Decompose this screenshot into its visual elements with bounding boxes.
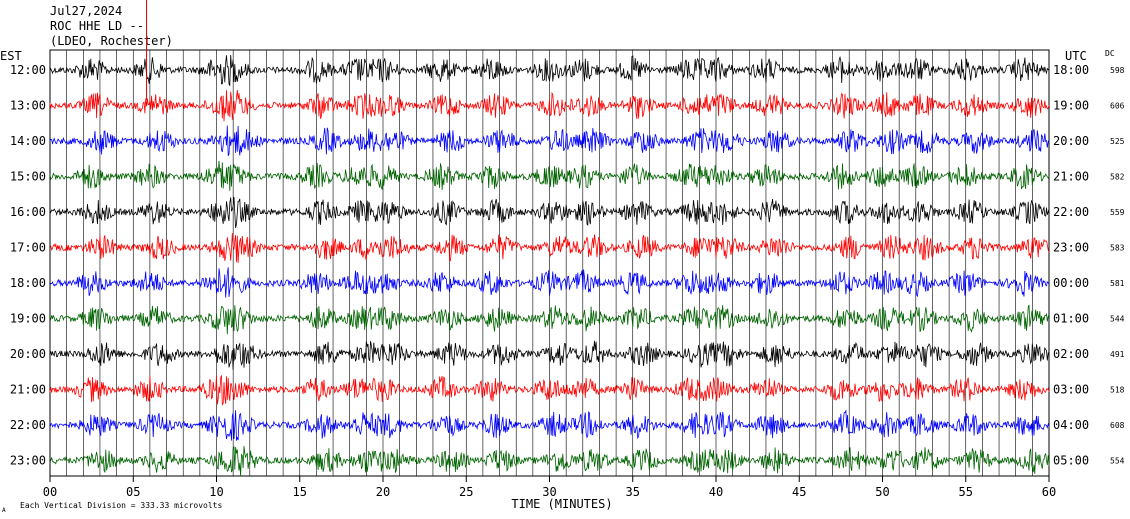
trace-line	[49, 232, 1050, 264]
x-axis-title: TIME (MINUTES)	[511, 497, 612, 511]
est-time-label: 22:00	[10, 418, 46, 432]
x-tick-label: 15	[293, 485, 307, 499]
est-time-label: 23:00	[10, 454, 46, 468]
x-tick-label: 60	[1042, 485, 1056, 499]
dc-value-label: 582	[1110, 173, 1125, 182]
dc-label: DC	[1105, 49, 1115, 58]
trace-line	[49, 445, 1050, 477]
utc-time-label: 22:00	[1053, 205, 1089, 219]
trace-line	[49, 340, 1050, 370]
est-time-label: 16:00	[10, 205, 46, 219]
dc-value-label: 491	[1110, 350, 1125, 359]
x-tick-label: 25	[459, 485, 473, 499]
trace-line	[49, 304, 1050, 335]
dc-value-label: 544	[1110, 315, 1125, 324]
dc-value-label: 598	[1110, 66, 1125, 75]
est-time-label: 15:00	[10, 170, 46, 184]
est-time-label: 18:00	[10, 276, 46, 290]
dc-value-label: 559	[1110, 208, 1125, 217]
left-timezone-label: EST	[0, 49, 22, 63]
right-timezone-label: UTC	[1065, 49, 1087, 63]
trace-line	[49, 197, 1050, 228]
dc-value-label: 554	[1110, 457, 1125, 466]
seismogram-traces	[49, 54, 1050, 477]
x-tick-label: 35	[626, 485, 640, 499]
x-axis: 00 05 10 15 20 25 30 35 40 45 50 55 60	[43, 476, 1056, 499]
est-time-label: 13:00	[10, 99, 46, 113]
dc-value-label: 606	[1110, 102, 1125, 111]
utc-time-label: 03:00	[1053, 383, 1089, 397]
x-tick-label: 00	[43, 485, 57, 499]
dc-value-label: 608	[1110, 421, 1125, 430]
x-tick-label: 40	[709, 485, 723, 499]
trace-line	[49, 125, 1050, 156]
vertical-gridlines	[66, 50, 1033, 476]
footer-scale-text: Each Vertical Division = 333.33 microvol…	[20, 501, 222, 510]
est-time-label: 17:00	[10, 241, 46, 255]
header-network: (LDEO, Rochester)	[50, 34, 173, 48]
utc-time-label: 05:00	[1053, 454, 1089, 468]
utc-time-label: 18:00	[1053, 63, 1089, 77]
x-tick-label: 45	[792, 485, 806, 499]
utc-time-label: 01:00	[1053, 312, 1089, 326]
est-time-label: 12:00	[10, 63, 46, 77]
utc-time-label: 00:00	[1053, 276, 1089, 290]
trace-line	[49, 409, 1050, 441]
x-tick-label: 30	[542, 485, 556, 499]
dc-value-label: 518	[1110, 386, 1125, 395]
trace-line	[49, 160, 1050, 191]
x-tick-label: 55	[959, 485, 973, 499]
footer-corner-mark: A	[2, 507, 6, 514]
dc-value-label: 583	[1110, 244, 1125, 253]
x-tick-label: 05	[126, 485, 140, 499]
x-tick-label: 10	[209, 485, 223, 499]
est-time-label: 14:00	[10, 134, 46, 148]
utc-time-label: 23:00	[1053, 241, 1089, 255]
x-tick-label: 50	[875, 485, 889, 499]
trace-line	[49, 89, 1050, 122]
header-date: Jul27,2024	[50, 4, 122, 18]
header-station: ROC HHE LD --	[50, 19, 144, 33]
utc-time-label: 04:00	[1053, 418, 1089, 432]
trace-line	[49, 54, 1050, 87]
dc-value-label: 581	[1110, 279, 1125, 288]
x-tick-label: 20	[376, 485, 390, 499]
est-time-label: 20:00	[10, 347, 46, 361]
trace-line	[49, 375, 1050, 406]
est-time-label: 19:00	[10, 312, 46, 326]
trace-line	[49, 267, 1050, 298]
utc-time-label: 21:00	[1053, 170, 1089, 184]
row-labels: 12:00 18:00 598 13:00 19:00 606 14:00 20:00 525 1…	[10, 63, 1125, 468]
dc-value-label: 525	[1110, 137, 1125, 146]
utc-time-label: 20:00	[1053, 134, 1089, 148]
utc-time-label: 19:00	[1053, 99, 1089, 113]
est-time-label: 21:00	[10, 383, 46, 397]
utc-time-label: 02:00	[1053, 347, 1089, 361]
